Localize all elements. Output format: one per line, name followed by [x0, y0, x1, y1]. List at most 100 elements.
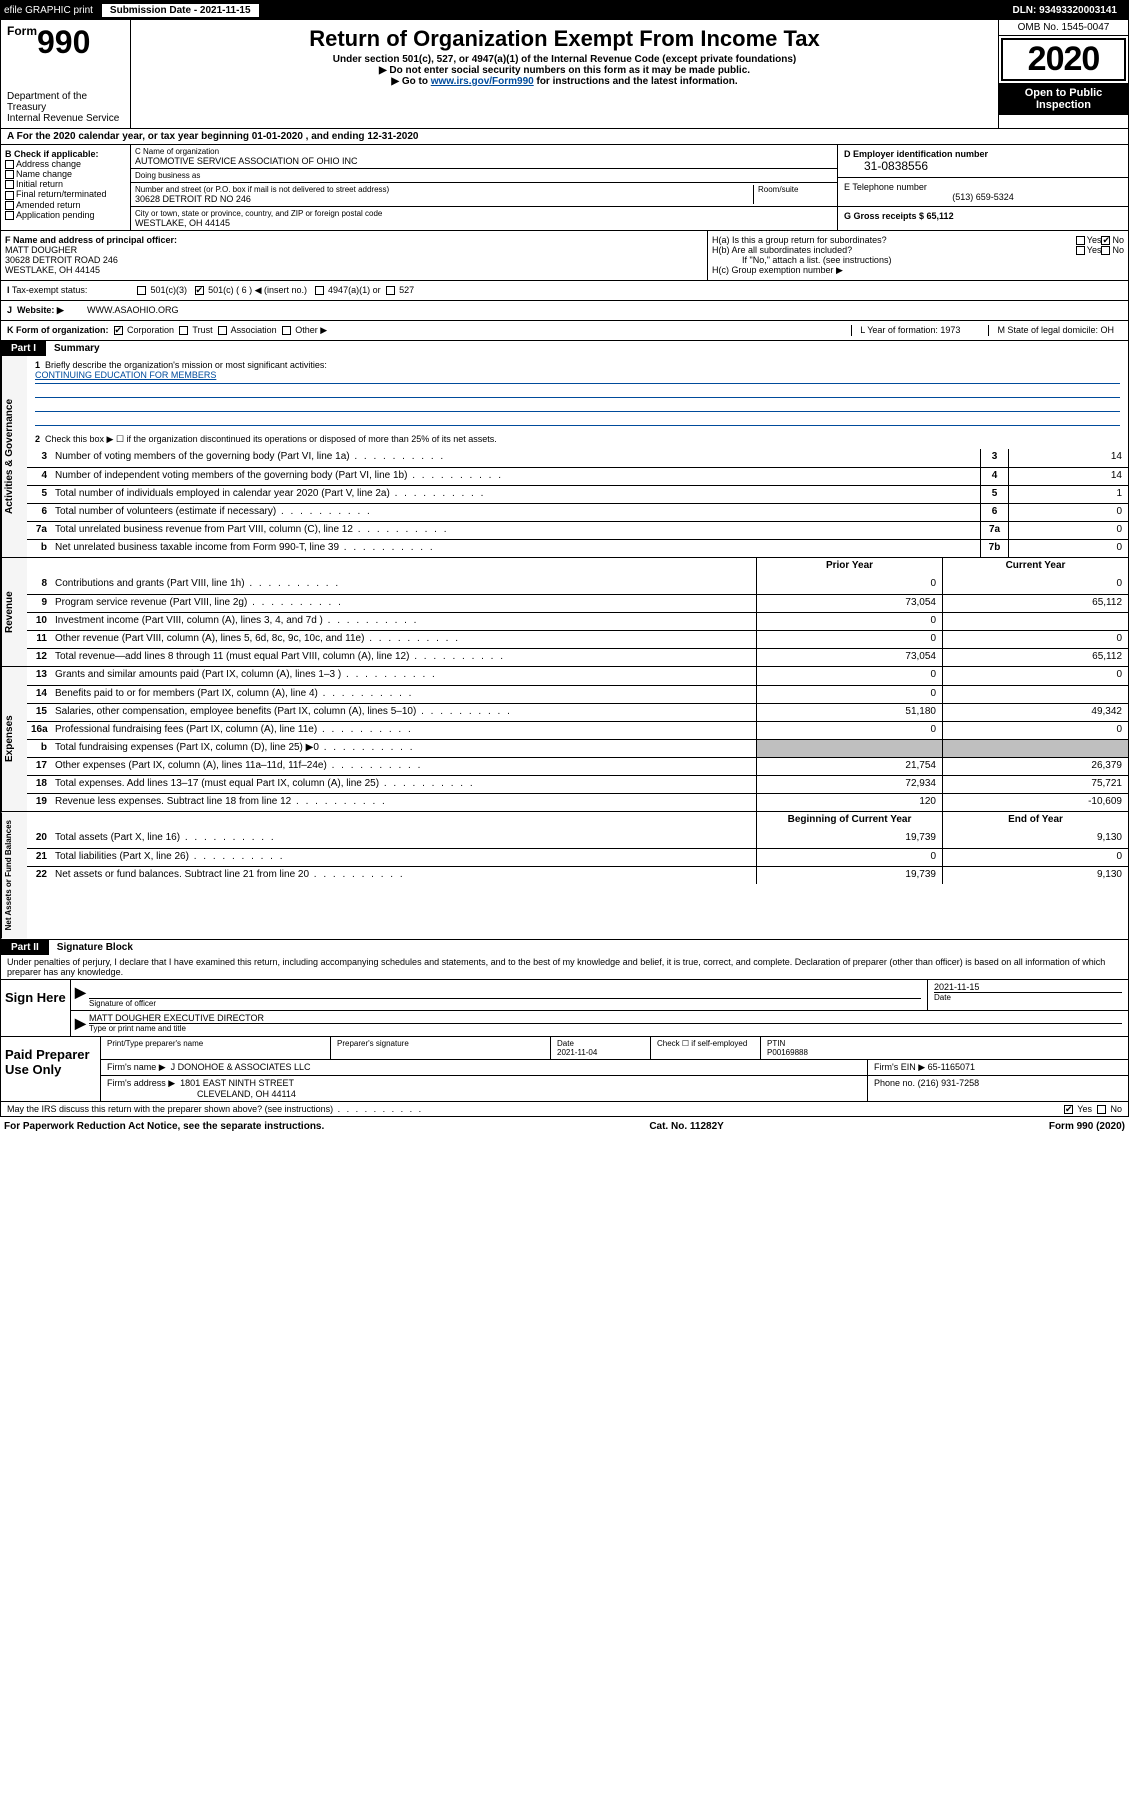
- summary-line: 3Number of voting members of the governi…: [27, 449, 1128, 467]
- summary-line: 14Benefits paid to or for members (Part …: [27, 685, 1128, 703]
- irs-label: Internal Revenue Service: [7, 113, 124, 124]
- summary-line: 4Number of independent voting members of…: [27, 467, 1128, 485]
- hc-label: H(c) Group exemption number ▶: [712, 265, 1124, 276]
- ha-yes[interactable]: Yes: [1076, 235, 1102, 245]
- officer-addr1: 30628 DETROIT ROAD 246: [5, 255, 703, 265]
- ha-no[interactable]: No: [1101, 235, 1124, 245]
- sig-date: 2021-11-15: [934, 982, 1122, 992]
- subtitle-2: ▶ Do not enter social security numbers o…: [135, 65, 994, 76]
- firm-name-row: Firm's name ▶ J DONOHOE & ASSOCIATES LLC: [101, 1060, 868, 1075]
- org-name-label: C Name of organization: [135, 147, 833, 156]
- sig-officer-label: Signature of officer: [89, 998, 921, 1008]
- omb-label: OMB No. 1545-0047: [999, 20, 1128, 36]
- box-h: H(a) Is this a group return for subordin…: [708, 231, 1128, 280]
- footer-right: Form 990 (2020): [1049, 1121, 1125, 1132]
- ha-label: H(a) Is this a group return for subordin…: [712, 235, 1076, 245]
- part-1: Part I Summary Activities & Governance 1…: [0, 341, 1129, 939]
- may-irs-row: May the IRS discuss this return with the…: [0, 1102, 1129, 1117]
- part1-hdr: Part I: [1, 341, 46, 356]
- hb-note: If "No," attach a list. (see instruction…: [712, 255, 1124, 265]
- summary-line: 18Total expenses. Add lines 13–17 (must …: [27, 775, 1128, 793]
- prep-sig-hdr: Preparer's signature: [331, 1037, 551, 1059]
- summary-line: 16aProfessional fundraising fees (Part I…: [27, 721, 1128, 739]
- cb-final-return[interactable]: Final return/terminated: [5, 189, 126, 199]
- summary-line: 19Revenue less expenses. Subtract line 1…: [27, 793, 1128, 811]
- officer-print-name: MATT DOUGHER EXECUTIVE DIRECTOR: [89, 1013, 1122, 1023]
- part1-title: Summary: [46, 341, 108, 356]
- eoy-hdr: End of Year: [942, 812, 1128, 830]
- summary-line: 6Total number of volunteers (estimate if…: [27, 503, 1128, 521]
- k-label: K Form of organization:: [7, 325, 109, 335]
- instructions-link[interactable]: www.irs.gov/Form990: [431, 76, 534, 87]
- sig-date-label: Date: [934, 992, 1122, 1002]
- form-title: Return of Organization Exempt From Incom…: [135, 26, 994, 52]
- prep-name-hdr: Print/Type preparer's name: [101, 1037, 331, 1059]
- box-b: B Check if applicable: Address change Na…: [1, 145, 131, 230]
- print-name-label: Type or print name and title: [89, 1023, 1122, 1033]
- summary-line: 7aTotal unrelated business revenue from …: [27, 521, 1128, 539]
- city-label: City or town, state or province, country…: [135, 209, 833, 218]
- row-website: J Website: ▶ WWW.ASAOHIO.ORG: [0, 301, 1129, 321]
- may-irs-yes[interactable]: Yes: [1064, 1104, 1092, 1114]
- bcy-hdr: Beginning of Current Year: [756, 812, 942, 830]
- subtitle-1: Under section 501(c), 527, or 4947(a)(1)…: [135, 54, 994, 65]
- sidebar-expenses: Expenses: [1, 667, 27, 811]
- row-k: K Form of organization: Corporation Trus…: [0, 321, 1129, 341]
- phone-label: E Telephone number: [844, 182, 1122, 192]
- phone-value: (513) 659-5324: [844, 192, 1122, 202]
- cb-527[interactable]: 527: [386, 285, 415, 295]
- cb-address-change[interactable]: Address change: [5, 159, 126, 169]
- summary-line: 13Grants and similar amounts paid (Part …: [27, 667, 1128, 685]
- ein-label: D Employer identification number: [844, 149, 1122, 159]
- website-value: WWW.ASAOHIO.ORG: [87, 305, 179, 316]
- summary-line: 15Salaries, other compensation, employee…: [27, 703, 1128, 721]
- cb-other[interactable]: Other ▶: [282, 325, 327, 335]
- hb-yes[interactable]: Yes: [1076, 245, 1102, 255]
- summary-line: 10Investment income (Part VIII, column (…: [27, 612, 1128, 630]
- cb-name-change[interactable]: Name change: [5, 169, 126, 179]
- cb-application-pending[interactable]: Application pending: [5, 210, 126, 220]
- summary-line: 5Total number of individuals employed in…: [27, 485, 1128, 503]
- rev-header-row: Prior Year Current Year: [27, 558, 1128, 576]
- cb-501c[interactable]: 501(c) ( 6 ) ◀ (insert no.): [195, 285, 307, 295]
- prep-self-emp[interactable]: Check ☐ if self-employed: [651, 1037, 761, 1059]
- row-f-h: F Name and address of principal officer:…: [0, 231, 1129, 281]
- header-left: Form990 Department of the Treasury Inter…: [1, 20, 131, 128]
- cb-corp[interactable]: Corporation: [114, 325, 175, 335]
- sidebar-revenue: Revenue: [1, 558, 27, 666]
- summary-line: bTotal fundraising expenses (Part IX, co…: [27, 739, 1128, 757]
- hb-no[interactable]: No: [1101, 245, 1124, 255]
- identity-grid: B Check if applicable: Address change Na…: [0, 145, 1129, 231]
- cb-amended-return[interactable]: Amended return: [5, 200, 126, 210]
- summary-line: 21Total liabilities (Part X, line 26)00: [27, 848, 1128, 866]
- efile-label: efile GRAPHIC print: [4, 5, 93, 16]
- box-f: F Name and address of principal officer:…: [1, 231, 708, 280]
- page-footer: For Paperwork Reduction Act Notice, see …: [0, 1117, 1129, 1136]
- cb-assoc[interactable]: Association: [218, 325, 277, 335]
- sidebar-net-assets: Net Assets or Fund Balances: [1, 812, 27, 938]
- dln-label: DLN: 93493320003141: [1012, 5, 1117, 16]
- current-year-hdr: Current Year: [942, 558, 1128, 576]
- dba-label: Doing business as: [135, 171, 833, 180]
- cb-trust[interactable]: Trust: [179, 325, 213, 335]
- row-a-tax-year: A For the 2020 calendar year, or tax yea…: [0, 129, 1129, 145]
- submission-date-button[interactable]: Submission Date - 2021-11-15: [101, 3, 260, 18]
- cb-initial-return[interactable]: Initial return: [5, 179, 126, 189]
- part-2: Part II Signature Block: [0, 940, 1129, 955]
- officer-label: F Name and address of principal officer:: [5, 235, 703, 245]
- line-1: 1 Briefly describe the organization's mi…: [27, 356, 1128, 430]
- city-state-zip: WESTLAKE, OH 44145: [135, 218, 833, 228]
- may-irs-no[interactable]: No: [1097, 1104, 1122, 1114]
- penalty-text: Under penalties of perjury, I declare th…: [0, 955, 1129, 980]
- box-c: C Name of organization AUTOMOTIVE SERVIC…: [131, 145, 838, 230]
- hb-label: H(b) Are all subordinates included?: [712, 245, 1076, 255]
- part2-hdr: Part II: [1, 940, 49, 955]
- addr-label: Number and street (or P.O. box if mail i…: [135, 185, 753, 194]
- summary-line: 22Net assets or fund balances. Subtract …: [27, 866, 1128, 884]
- cb-501c3[interactable]: 501(c)(3): [137, 285, 187, 295]
- form-header: Form990 Department of the Treasury Inter…: [0, 20, 1129, 129]
- tax-year-box: 2020: [999, 38, 1128, 81]
- box-b-label: B Check if applicable:: [5, 149, 126, 159]
- sign-here-label: Sign Here: [1, 980, 71, 1036]
- cb-4947[interactable]: 4947(a)(1) or: [315, 285, 381, 295]
